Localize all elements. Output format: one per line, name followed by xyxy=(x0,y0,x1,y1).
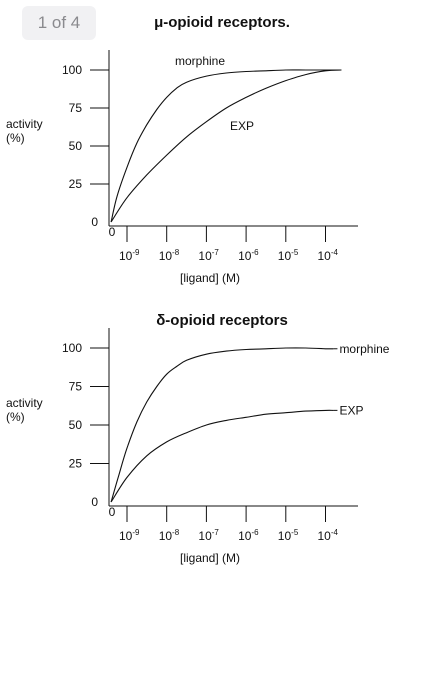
x-tick-label: 10-5 xyxy=(278,528,299,543)
x-tick-label: 10-5 xyxy=(278,248,299,263)
series-label-morphine: morphine xyxy=(339,342,389,356)
x-tick-label: 10-8 xyxy=(159,528,180,543)
y-tick-label: 25 xyxy=(69,457,83,471)
page-counter: 1 of 4 xyxy=(22,6,96,40)
x-axis-label: [ligand] (M) xyxy=(180,551,240,565)
series-label-morphine: morphine xyxy=(175,54,225,68)
x-tick-label-zero: 0 xyxy=(109,225,116,239)
y-tick-label: 75 xyxy=(69,380,83,394)
x-tick-label: 10-6 xyxy=(238,248,259,263)
y-tick-label: 0 xyxy=(91,215,98,229)
x-tick-label: 10-4 xyxy=(318,528,339,543)
x-tick-label-zero: 0 xyxy=(109,505,116,519)
x-tick-label: 10-9 xyxy=(119,248,140,263)
chart-title: μ-opioid receptors. xyxy=(154,14,290,31)
y-axis-label-unit: (%) xyxy=(6,410,25,424)
series-label-exp: EXP xyxy=(230,119,254,133)
x-tick-label: 10-6 xyxy=(238,528,259,543)
x-axis-label: [ligand] (M) xyxy=(180,271,240,285)
series-line-exp xyxy=(110,69,342,223)
y-tick-label: 100 xyxy=(62,341,82,355)
y-tick-label: 50 xyxy=(69,418,83,432)
y-tick-label: 100 xyxy=(62,63,82,77)
series-line-morphine xyxy=(110,69,342,223)
y-tick-label: 50 xyxy=(69,139,83,153)
x-tick-label: 10-9 xyxy=(119,528,140,543)
series-line-exp xyxy=(110,409,334,503)
x-tick-label: 10-4 xyxy=(318,248,339,263)
series-line-morphine xyxy=(110,347,334,503)
y-axis-label: activity xyxy=(6,396,43,410)
y-axis-label-unit: (%) xyxy=(6,131,25,145)
y-tick-label: 25 xyxy=(69,177,83,191)
x-tick-label: 10-7 xyxy=(198,248,219,263)
y-tick-label: 75 xyxy=(69,101,83,115)
x-tick-label: 10-7 xyxy=(198,528,219,543)
series-label-exp: EXP xyxy=(339,403,363,417)
chart-title: δ-opioid receptors xyxy=(156,312,288,329)
y-tick-label: 0 xyxy=(91,495,98,509)
x-tick-label: 10-8 xyxy=(159,248,180,263)
y-axis-label: activity xyxy=(6,117,43,131)
